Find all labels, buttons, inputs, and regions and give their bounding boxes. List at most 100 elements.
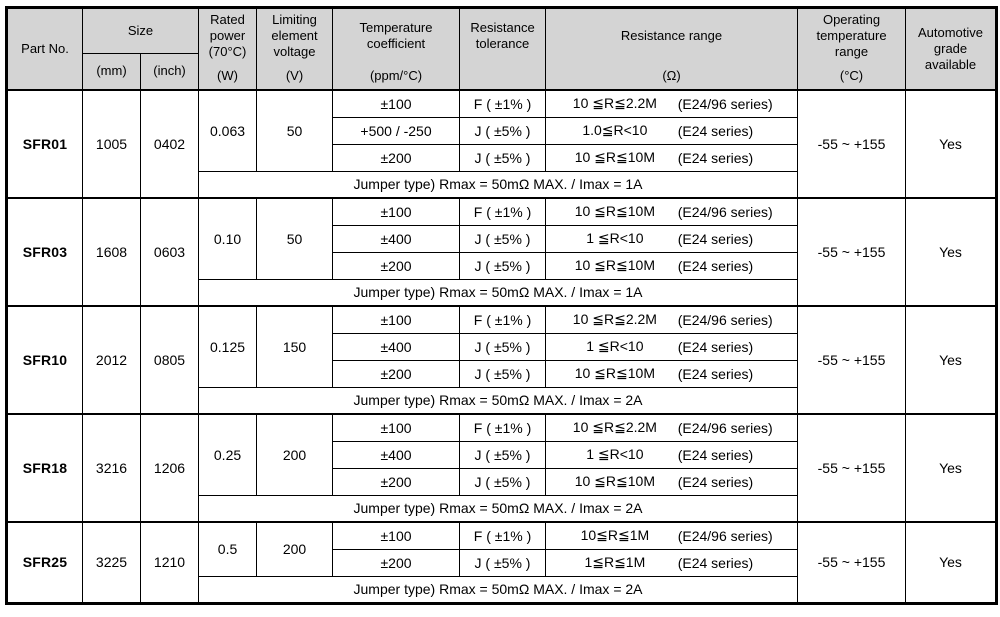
range-series: (E24 series)	[677, 365, 754, 382]
tcr-cell: ±400	[332, 224, 461, 253]
table-row: SFR03 1608 0603 0.10 50 ±100 F ( ±1% ) 1…	[6, 197, 998, 307]
tcr-cell: ±100	[332, 413, 461, 442]
range-series: (E24 series)	[677, 257, 754, 274]
size-mm-cell: 1608	[82, 197, 141, 307]
jumper-note-cell: Jumper type) Rmax = 50mΩ MAX. / Imax = 2…	[198, 575, 799, 604]
header-resistance-range: Resistance range (Ω)	[545, 7, 799, 91]
resistance-range-cell: 10 ≦R≦2.2M (E24/96 series)	[545, 89, 799, 118]
table-row: Jumper type) Rmax = 50mΩ MAX. / Imax = 1…	[7, 278, 997, 307]
header-rated-power: Rated power (70°C) (W)	[198, 7, 258, 91]
range-value: 1.0≦R<10	[582, 122, 648, 138]
header-resistance-tolerance: Resistance tolerance	[459, 7, 547, 91]
header-part-no-label: Part No.	[21, 40, 69, 56]
range-value: 1≦R≦1M	[584, 554, 646, 570]
size-inch-cell: 0805	[139, 305, 200, 415]
header-temp-coefficient-label: Temperature coefficient	[359, 19, 433, 51]
rated-power-cell: 0.125	[198, 305, 258, 388]
header-operating-temp-label: Operating temperature range	[816, 11, 887, 60]
table-row: Jumper type) Rmax = 50mΩ MAX. / Imax = 2…	[7, 386, 997, 415]
tcr-cell: ±200	[332, 548, 461, 577]
table-row: ±400 J ( ±5% ) 1 ≦R<10 (E24 series)	[7, 440, 997, 469]
jumper-note-cell: Jumper type) Rmax = 50mΩ MAX. / Imax = 2…	[198, 386, 799, 415]
size-inch-cell: 1210	[139, 521, 200, 604]
tcr-cell: ±100	[332, 521, 461, 550]
range-value: 10 ≦R≦10M	[574, 257, 655, 273]
size-mm-cell: 3216	[82, 413, 141, 523]
tcr-cell: ±100	[332, 197, 461, 226]
header-limiting-voltage-label: Limiting element voltage	[271, 11, 318, 60]
range-series: (E24 series)	[677, 338, 754, 355]
resistance-range-cell: 10 ≦R≦10M (E24 series)	[545, 143, 799, 172]
resistance-range-cell: 10 ≦R≦2.2M (E24/96 series)	[545, 305, 799, 334]
header-resistance-range-unit: (Ω)	[662, 67, 681, 83]
range-series: (E24 series)	[677, 473, 754, 490]
part-no-cell: SFR10	[6, 305, 83, 415]
tolerance-cell: F ( ±1% )	[459, 305, 547, 334]
resistance-range-cell: 10 ≦R≦10M (E24 series)	[545, 251, 799, 280]
range-value: 10 ≦R≦10M	[574, 473, 655, 489]
range-series: (E24 series)	[677, 554, 754, 571]
header-limiting-voltage: Limiting element voltage (V)	[256, 7, 334, 91]
resistance-range-cell: 1 ≦R<10 (E24 series)	[545, 224, 799, 253]
rated-power-cell: 0.5	[198, 521, 258, 577]
rated-power-cell: 0.063	[198, 89, 258, 172]
table-row: Jumper type) Rmax = 50mΩ MAX. / Imax = 2…	[7, 575, 997, 604]
size-inch-cell: 0402	[139, 89, 200, 199]
table-row: SFR25 3225 1210 0.5 200 ±100 F ( ±1% ) 1…	[6, 521, 998, 604]
header-operating-temp: Operating temperature range (°C)	[797, 7, 907, 91]
range-value: 10 ≦R≦2.2M	[572, 419, 657, 436]
tolerance-cell: J ( ±5% )	[459, 332, 547, 361]
operating-temp-cell: -55 ~ +155	[797, 521, 907, 604]
part-no-cell: SFR03	[6, 197, 83, 307]
jumper-note-cell: Jumper type) Rmax = 50mΩ MAX. / Imax = 1…	[198, 278, 799, 307]
tcr-cell: ±200	[332, 251, 461, 280]
tcr-cell: ±100	[332, 89, 461, 118]
automotive-cell: Yes	[905, 413, 998, 523]
range-series: (E24/96 series)	[677, 95, 773, 112]
range-value: 1 ≦R<10	[586, 446, 644, 462]
header-automotive: Automotive grade available	[905, 7, 998, 91]
operating-temp-cell: -55 ~ +155	[797, 413, 907, 523]
limiting-voltage-cell: 200	[256, 521, 334, 577]
table-row: SFR18 3216 1206 0.25 200 ±100 F ( ±1% ) …	[6, 413, 998, 523]
resistance-range-cell: 10 ≦R≦2.2M (E24/96 series)	[545, 413, 799, 442]
limiting-voltage-cell: 50	[256, 89, 334, 172]
tcr-cell: +500 / -250	[332, 116, 461, 145]
resistance-range-cell: 10 ≦R≦10M (E24 series)	[545, 467, 799, 496]
range-value: 10 ≦R≦10M	[574, 149, 655, 165]
jumper-note-cell: Jumper type) Rmax = 50mΩ MAX. / Imax = 2…	[198, 494, 799, 523]
range-series: (E24/96 series)	[677, 419, 773, 436]
range-series: (E24/96 series)	[677, 311, 773, 328]
tcr-cell: ±100	[332, 305, 461, 334]
range-value: 10 ≦R≦10M	[574, 203, 655, 220]
rated-power-cell: 0.25	[198, 413, 258, 496]
table-row: SFR10 2012 0805 0.125 150 ±100 F ( ±1% )…	[6, 305, 998, 415]
header-resistance-tolerance-label: Resistance tolerance	[470, 19, 535, 51]
tcr-cell: ±400	[332, 332, 461, 361]
range-value: 1 ≦R<10	[586, 230, 644, 246]
tolerance-cell: F ( ±1% )	[459, 89, 547, 118]
tolerance-cell: J ( ±5% )	[459, 224, 547, 253]
header-size-mm: (mm)	[82, 52, 141, 91]
table-row: ±200 J ( ±5% ) 1≦R≦1M (E24 series)	[7, 548, 997, 577]
header-temp-coefficient-unit: (ppm/°C)	[369, 67, 423, 83]
header-rated-power-label: Rated power (70°C)	[208, 11, 247, 60]
range-value: 10≦R≦1M	[580, 527, 650, 544]
spec-table: Part No. Size Rated power (70°C) (W) Limi…	[5, 6, 999, 605]
tcr-cell: ±200	[332, 359, 461, 388]
tcr-cell: ±400	[332, 440, 461, 469]
size-inch-cell: 0603	[139, 197, 200, 307]
size-mm-cell: 2012	[82, 305, 141, 415]
limiting-voltage-cell: 150	[256, 305, 334, 388]
header-size-label: Size	[127, 22, 154, 38]
jumper-note-cell: Jumper type) Rmax = 50mΩ MAX. / Imax = 1…	[198, 170, 799, 199]
tolerance-cell: J ( ±5% )	[459, 548, 547, 577]
tolerance-cell: J ( ±5% )	[459, 251, 547, 280]
size-inch-cell: 1206	[139, 413, 200, 523]
table-row: Jumper type) Rmax = 50mΩ MAX. / Imax = 1…	[7, 170, 997, 199]
header-operating-temp-unit: (°C)	[839, 67, 864, 83]
table-row: ±200 J ( ±5% ) 10 ≦R≦10M (E24 series)	[7, 251, 997, 280]
range-value: 10 ≦R≦10M	[574, 365, 655, 381]
range-series: (E24/96 series)	[677, 203, 773, 220]
operating-temp-cell: -55 ~ +155	[797, 197, 907, 307]
